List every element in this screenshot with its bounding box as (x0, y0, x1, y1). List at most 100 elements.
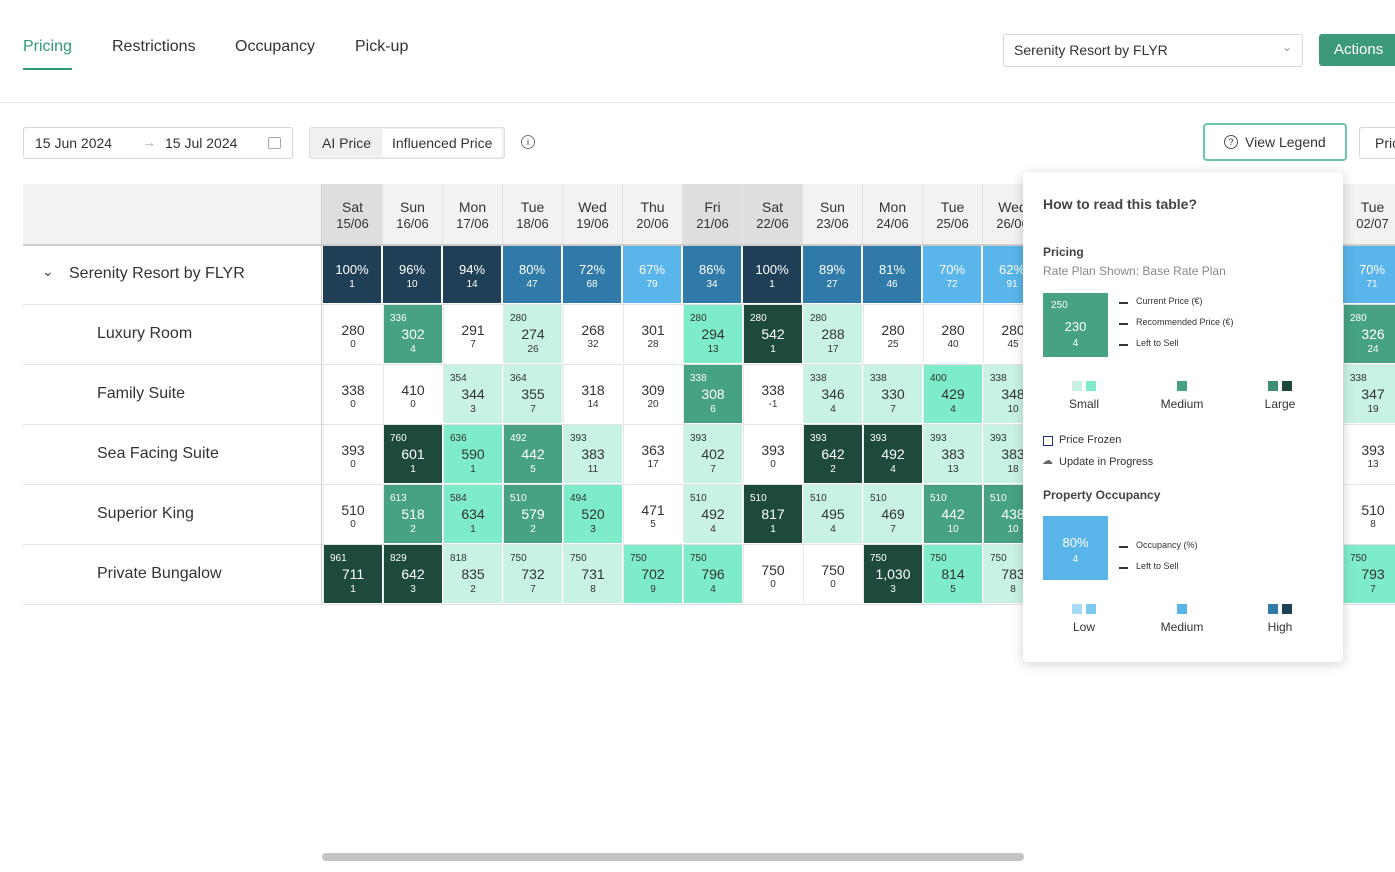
date-end: 15 Jul 2024 (165, 135, 238, 151)
left-to-sell: 5 (650, 519, 656, 530)
price-cell[interactable]: 400 429 4 (923, 365, 982, 423)
occupancy-cell[interactable]: 94% 14 (443, 246, 501, 303)
clipped-button[interactable]: Pric (1359, 127, 1395, 159)
tab[interactable]: Pick-up (355, 38, 409, 55)
left-to-sell: 4 (1072, 554, 1079, 565)
tab[interactable]: Occupancy (235, 38, 316, 55)
price-cell[interactable]: 338 346 4 (803, 365, 862, 423)
price-cell[interactable]: 510 495 4 (803, 485, 862, 543)
price-cell[interactable]: 750 793 7 (1343, 545, 1395, 603)
price-cell[interactable]: 280 288 17 (803, 305, 862, 363)
scrollbar[interactable] (322, 853, 1024, 861)
price-cell[interactable]: 338 347 19 (1343, 365, 1395, 423)
price-cell[interactable]: 510 8 (1343, 485, 1395, 543)
price-cell[interactable]: 338 308 6 (683, 365, 742, 423)
price-cell[interactable]: 818 835 2 (443, 545, 502, 603)
price-cell[interactable]: 364 355 7 (503, 365, 562, 423)
actions-button[interactable]: Actions (1319, 34, 1395, 66)
price-cell[interactable]: 301 28 (623, 305, 682, 363)
price-cell[interactable]: 393 0 (743, 425, 802, 483)
price-cell[interactable]: 280 274 26 (503, 305, 562, 363)
swatch-label: Medium (1160, 620, 1204, 634)
price-cell[interactable]: 393 383 13 (923, 425, 982, 483)
occupancy-cell[interactable]: 96% 10 (383, 246, 441, 303)
occupancy: 70% (1358, 262, 1386, 277)
select-value: Serenity Resort by FLYR (1014, 42, 1168, 58)
price-cell[interactable]: 510 817 1 (743, 485, 802, 543)
room-name: Family Suite (97, 385, 186, 402)
price-cell[interactable]: 510 579 2 (503, 485, 562, 543)
price-cell[interactable]: 510 492 4 (683, 485, 742, 543)
price-cell[interactable]: 584 634 1 (443, 485, 502, 543)
price-cell[interactable]: 750 814 5 (923, 545, 982, 603)
left-to-sell: 8 (590, 584, 596, 595)
occupancy-cell[interactable]: 100% 1 (743, 246, 801, 303)
price-cell[interactable]: 393 492 4 (863, 425, 922, 483)
price-cell[interactable]: 309 20 (623, 365, 682, 423)
price-cell[interactable]: 750 1,030 3 (863, 545, 922, 603)
occupancy-cell[interactable]: 72% 68 (563, 246, 621, 303)
recommended-price: 518 (401, 506, 425, 522)
property-select[interactable]: Serenity Resort by FLYR ⌄ (1003, 34, 1303, 67)
day: Thu (640, 199, 665, 215)
view-legend-button[interactable]: ? View Legend (1203, 123, 1347, 161)
occupancy-cell[interactable]: 70% 72 (923, 246, 981, 303)
occupancy-cell[interactable]: 89% 27 (803, 246, 861, 303)
price-cell[interactable]: 393 0 (323, 425, 382, 483)
price-cell[interactable]: 492 442 5 (503, 425, 562, 483)
price-cell[interactable]: 280 326 24 (1343, 305, 1395, 363)
price-cell[interactable]: 471 5 (623, 485, 682, 543)
date-range[interactable]: 15 Jun 2024 → 15 Jul 2024 (23, 127, 293, 159)
price-cell[interactable]: 338 0 (323, 365, 382, 423)
price-cell[interactable]: 510 469 7 (863, 485, 922, 543)
price-cell[interactable]: 318 14 (563, 365, 622, 423)
occupancy-cell[interactable]: 80% 47 (503, 246, 561, 303)
left-to-sell: 5 (950, 584, 956, 595)
price-cell[interactable]: 510 442 10 (923, 485, 982, 543)
price-cell[interactable]: 750 731 8 (563, 545, 622, 603)
occupancy-cell[interactable]: 100% 1 (323, 246, 381, 303)
price-cell[interactable]: 280 25 (863, 305, 922, 363)
current-price: 494 (570, 493, 587, 504)
price-cell[interactable]: 280 0 (323, 305, 382, 363)
price-cell[interactable]: 393 402 7 (683, 425, 742, 483)
price-cell[interactable]: 291 7 (443, 305, 502, 363)
date: 22/06 (756, 216, 789, 231)
tab[interactable]: Pricing (23, 38, 72, 55)
left-to-sell: 10 (406, 279, 418, 290)
price-cell[interactable]: 354 344 3 (443, 365, 502, 423)
price-cell[interactable]: 494 520 3 (563, 485, 622, 543)
toggle-option[interactable]: AI Price (322, 135, 372, 151)
price-cell[interactable]: 829 642 3 (383, 545, 442, 603)
price-cell[interactable]: 750 702 9 (623, 545, 682, 603)
price-cell[interactable]: 393 642 2 (803, 425, 862, 483)
price-cell[interactable]: 961 711 1 (323, 545, 382, 603)
price-cell[interactable]: 750 0 (803, 545, 862, 603)
tab[interactable]: Restrictions (112, 38, 196, 55)
price-cell[interactable]: 510 0 (323, 485, 382, 543)
toggle-option-selected[interactable]: Influenced Price (382, 129, 502, 157)
price-cell[interactable]: 750 796 4 (683, 545, 742, 603)
price-cell[interactable]: 280 40 (923, 305, 982, 363)
price-cell[interactable]: 750 732 7 (503, 545, 562, 603)
price-cell[interactable]: 280 294 13 (683, 305, 742, 363)
price-cell[interactable]: 280 542 1 (743, 305, 802, 363)
price-cell[interactable]: 636 590 1 (443, 425, 502, 483)
price-cell[interactable]: 393 13 (1343, 425, 1395, 483)
occupancy-cell[interactable]: 81% 46 (863, 246, 921, 303)
price-cell[interactable]: 750 0 (743, 545, 802, 603)
price-cell[interactable]: 393 383 11 (563, 425, 622, 483)
row-divider (23, 604, 1395, 605)
price-cell[interactable]: 760 601 1 (383, 425, 442, 483)
occupancy-cell[interactable]: 86% 34 (683, 246, 741, 303)
price-cell[interactable]: 338 330 7 (863, 365, 922, 423)
occupancy-cell[interactable]: 70% 71 (1343, 246, 1395, 303)
price-cell[interactable]: 336 302 4 (383, 305, 442, 363)
price-cell[interactable]: 410 0 (383, 365, 442, 423)
price-cell[interactable]: 338 -1 (743, 365, 802, 423)
price-cell[interactable]: 268 32 (563, 305, 622, 363)
price-cell[interactable]: 613 518 2 (383, 485, 442, 543)
recommended-price: 318 (581, 382, 605, 398)
price-cell[interactable]: 363 17 (623, 425, 682, 483)
occupancy-cell[interactable]: 67% 79 (623, 246, 681, 303)
